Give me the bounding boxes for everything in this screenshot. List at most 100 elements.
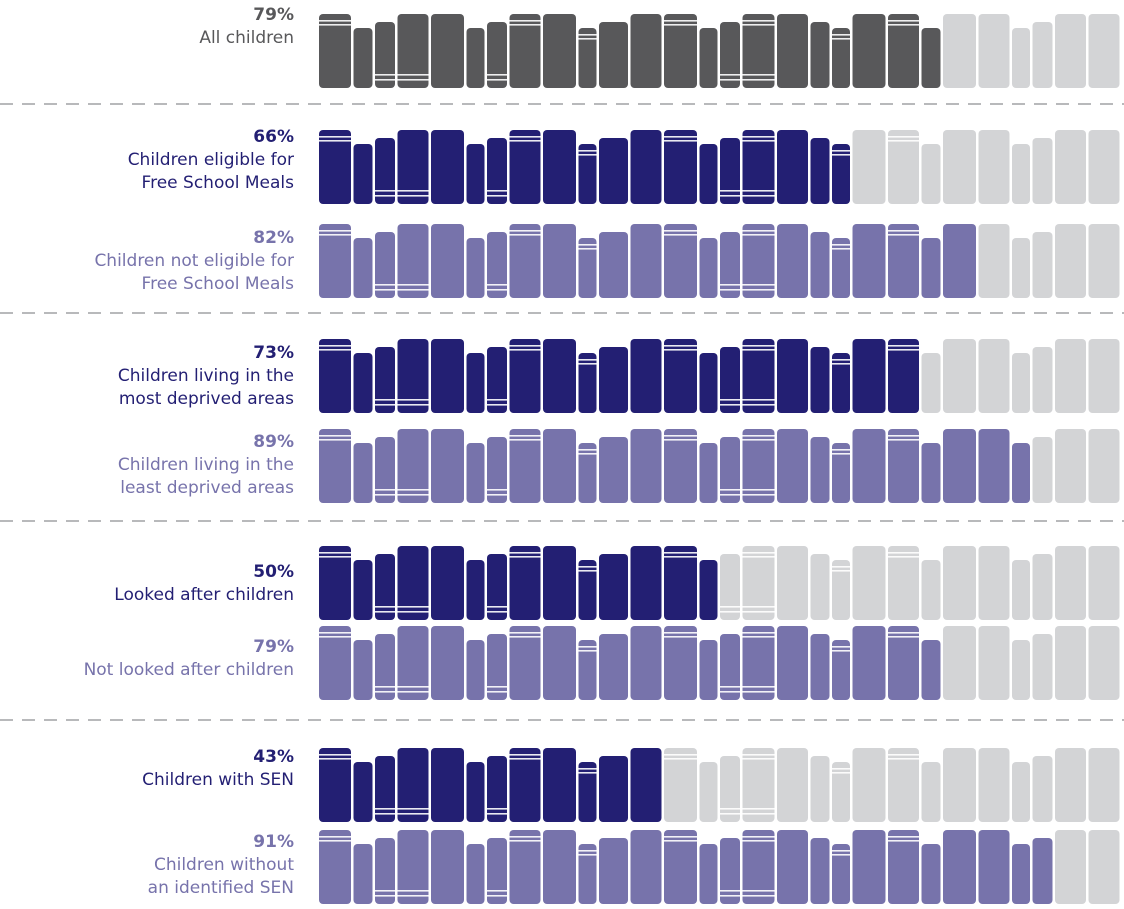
book-empty: [1055, 224, 1086, 298]
book-filled: [578, 28, 597, 88]
book-filled: [921, 28, 941, 88]
book-filled: [664, 429, 697, 503]
book-filled: [742, 830, 775, 904]
book-filled: [487, 347, 507, 413]
book-filled: [978, 830, 1010, 904]
book-empty: [852, 748, 886, 822]
book-filled: [943, 224, 976, 298]
row-label-looked-after: 50% Looked after children: [0, 561, 294, 607]
book-filled: [599, 838, 628, 904]
book-filled: [921, 640, 941, 700]
book-filled: [319, 339, 351, 413]
book-filled: [466, 443, 485, 503]
book-empty: [832, 762, 850, 822]
row-label-most-deprived: 73% Children living in the most deprived…: [0, 342, 294, 411]
book-row: [319, 626, 1120, 700]
book-empty: [1088, 748, 1120, 822]
book-filled: [888, 626, 919, 700]
book-filled: [375, 756, 395, 822]
book-filled: [353, 762, 373, 822]
book-filled: [810, 437, 830, 503]
book-empty: [1088, 224, 1120, 298]
book-empty: [978, 224, 1010, 298]
book-filled: [630, 626, 662, 700]
book-filled: [888, 429, 919, 503]
book-row: [319, 130, 1120, 204]
book-filled: [599, 437, 628, 503]
book-empty: [1032, 554, 1053, 620]
row-value: 79%: [253, 5, 294, 25]
book-row: [319, 14, 1120, 88]
book-filled: [353, 238, 373, 298]
row-label-fsm-eligible: 66% Children eligible for Free School Me…: [0, 126, 294, 195]
book-filled: [888, 14, 919, 88]
book-filled: [431, 429, 464, 503]
book-empty: [742, 546, 775, 620]
book-filled: [487, 838, 507, 904]
book-filled: [777, 339, 808, 413]
book-filled: [599, 756, 628, 822]
book-filled: [852, 429, 886, 503]
book-empty: [888, 748, 919, 822]
book-filled: [509, 830, 541, 904]
row-name: Children living in the most deprived are…: [117, 366, 294, 409]
book-filled: [777, 130, 808, 204]
book-empty: [1032, 138, 1053, 204]
row-value: 66%: [253, 127, 294, 147]
row-name: Children eligible for Free School Meals: [127, 150, 294, 193]
book-filled: [397, 626, 429, 700]
book-empty: [1055, 339, 1086, 413]
book-filled: [720, 232, 740, 298]
book-filled: [810, 232, 830, 298]
row-label-without-sen: 91% Children without an identified SEN: [0, 831, 294, 900]
book-filled: [578, 844, 597, 904]
book-empty: [978, 339, 1010, 413]
book-filled: [509, 224, 541, 298]
book-filled: [1032, 838, 1053, 904]
book-filled: [664, 14, 697, 88]
book-row: [319, 748, 1120, 822]
row-name: Not looked after children: [83, 660, 294, 680]
book-filled: [832, 844, 850, 904]
book-empty: [921, 762, 941, 822]
book-empty: [852, 546, 886, 620]
book-empty: [1055, 429, 1086, 503]
row-name: All children: [199, 28, 294, 48]
book-filled: [630, 130, 662, 204]
book-filled: [509, 546, 541, 620]
book-filled: [397, 14, 429, 88]
book-filled: [487, 437, 507, 503]
book-filled: [466, 640, 485, 700]
book-filled: [630, 339, 662, 413]
book-filled: [599, 554, 628, 620]
book-filled: [319, 429, 351, 503]
book-filled: [509, 14, 541, 88]
row-name: Looked after children: [114, 585, 294, 605]
book-filled: [509, 339, 541, 413]
book-empty: [852, 130, 886, 204]
book-filled: [375, 554, 395, 620]
book-empty: [1088, 546, 1120, 620]
row-label-with-sen: 43% Children with SEN: [0, 746, 294, 792]
book-filled: [699, 443, 718, 503]
book-filled: [353, 560, 373, 620]
row-name: Children without an identified SEN: [147, 855, 294, 898]
book-filled: [852, 339, 886, 413]
book-filled: [921, 844, 941, 904]
book-empty: [1032, 756, 1053, 822]
book-filled: [699, 28, 718, 88]
book-filled: [543, 14, 576, 88]
book-filled: [664, 626, 697, 700]
book-filled: [888, 830, 919, 904]
book-row: [319, 224, 1120, 298]
book-filled: [777, 830, 808, 904]
book-filled: [832, 144, 850, 204]
book-filled: [397, 546, 429, 620]
book-filled: [720, 347, 740, 413]
book-filled: [921, 443, 941, 503]
book-filled: [742, 14, 775, 88]
book-filled: [431, 130, 464, 204]
book-filled: [466, 144, 485, 204]
book-empty: [1088, 830, 1120, 904]
